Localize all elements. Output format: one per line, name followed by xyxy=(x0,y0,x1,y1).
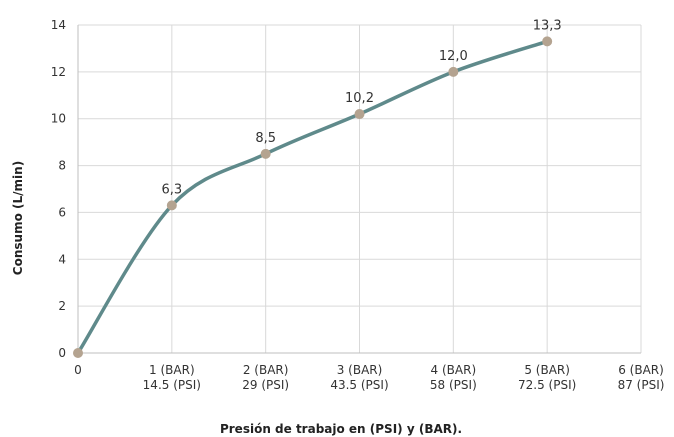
y-tick-label: 14 xyxy=(51,18,66,32)
data-label-layer: 6,3 8,5 10,2 12,0 13,3 xyxy=(161,18,561,197)
data-point xyxy=(260,148,271,159)
x-tick-label: 1 (BAR) xyxy=(149,363,195,377)
data-label: 13,3 xyxy=(533,18,562,33)
x-tick-label: 0 xyxy=(74,363,82,377)
x-tick-label-psi: 43.5 (PSI) xyxy=(330,378,388,392)
data-point xyxy=(542,36,553,47)
x-tick-label-psi: 87 (PSI) xyxy=(618,378,665,392)
data-point xyxy=(448,66,459,77)
x-tick-label: 3 (BAR) xyxy=(337,363,383,377)
data-label: 10,2 xyxy=(345,91,374,106)
y-tick-label: 6 xyxy=(58,205,66,219)
x-tick-label-psi: 14.5 (PSI) xyxy=(143,378,201,392)
data-label: 6,3 xyxy=(161,182,182,197)
y-tick-label: 2 xyxy=(58,299,66,313)
x-tick-label-psi: 29 (PSI) xyxy=(242,378,289,392)
series-layer xyxy=(73,36,553,358)
x-axis-title: Presión de trabajo en (PSI) y (BAR). xyxy=(220,422,462,436)
x-tick-label: 4 (BAR) xyxy=(431,363,477,377)
data-label: 12,0 xyxy=(439,49,468,64)
x-tick-label: 5 (BAR) xyxy=(524,363,570,377)
axis-layer: 0 2 4 6 8 10 12 14 0 1 (BAR)14.5 (PSI) 2 (BAR)29 (… xyxy=(51,18,665,392)
x-tick-label: 2 (BAR) xyxy=(243,363,289,377)
data-label: 8,5 xyxy=(255,131,276,146)
x-tick-label-psi: 58 (PSI) xyxy=(430,378,477,392)
data-point xyxy=(166,200,177,211)
y-tick-label: 8 xyxy=(58,159,66,173)
data-point xyxy=(73,348,83,358)
y-tick-label: 4 xyxy=(58,252,66,266)
x-tick-label-psi: 72.5 (PSI) xyxy=(518,378,576,392)
x-tick-label: 6 (BAR) xyxy=(618,363,664,377)
y-tick-label: 0 xyxy=(58,346,66,360)
y-tick-label: 12 xyxy=(51,65,66,79)
data-point xyxy=(354,109,365,120)
y-axis-title: Consumo (L/min) xyxy=(11,161,25,275)
y-tick-label: 10 xyxy=(51,112,66,126)
